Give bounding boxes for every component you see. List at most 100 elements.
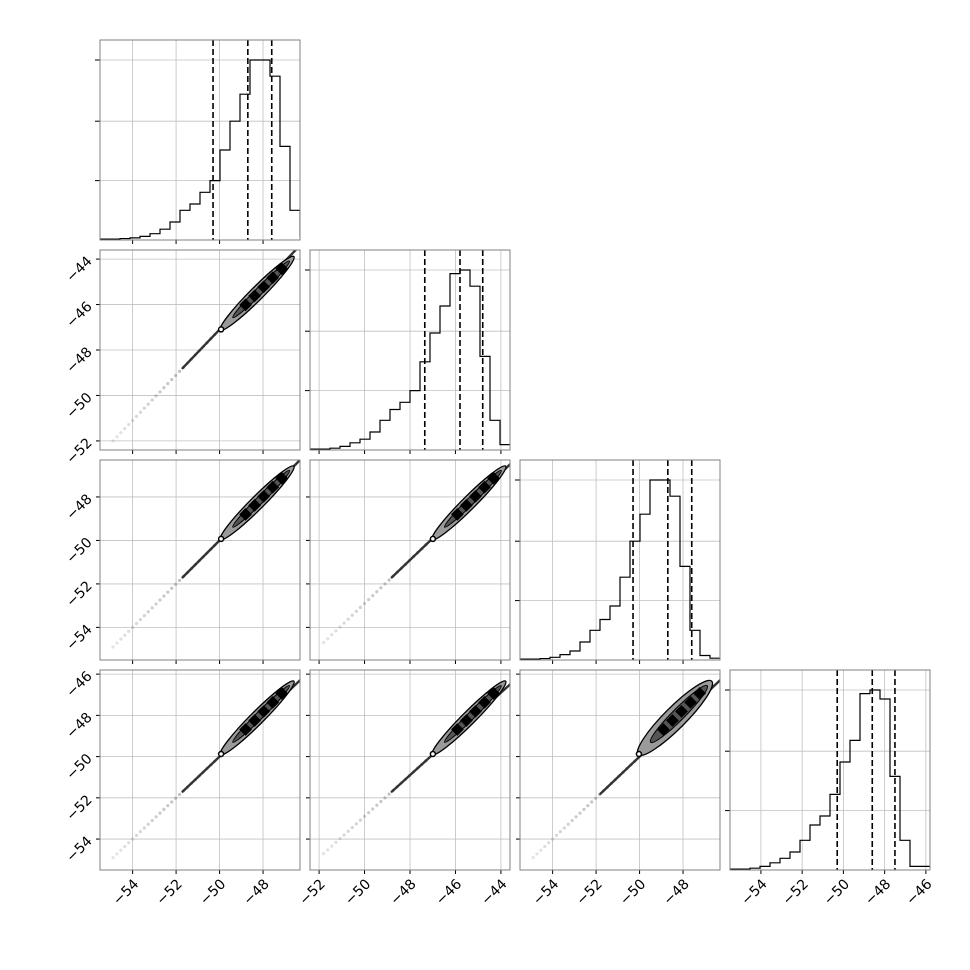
scatter-point	[371, 594, 375, 598]
scatter-point	[375, 590, 379, 594]
contour-blob	[248, 289, 261, 303]
scatter-point	[174, 582, 178, 586]
scatter-point	[119, 431, 123, 435]
scatter-point	[170, 377, 174, 382]
scatter-point	[123, 427, 127, 431]
scatter-point	[326, 637, 330, 641]
scatter-point	[539, 848, 543, 852]
scatter-point	[551, 837, 555, 841]
x-tick-label: −52	[154, 876, 186, 908]
scatter-point	[154, 602, 158, 606]
scatter-point	[162, 807, 166, 811]
scatter-point	[142, 826, 146, 830]
scatter-point	[379, 799, 383, 804]
x-tick-label: −52	[297, 876, 329, 908]
x-tick-label: −52	[780, 876, 812, 908]
scatter-point	[127, 422, 131, 427]
panel-frame	[99, 249, 301, 451]
contour-marker	[635, 750, 643, 758]
contour-marker	[217, 535, 225, 543]
histogram-panel-0	[95, 39, 301, 244]
contour-blob	[266, 271, 280, 285]
scatter-point	[387, 792, 391, 796]
panel-frame	[99, 669, 301, 871]
contour-blob	[239, 298, 252, 312]
scatter-panel-3-2	[516, 669, 721, 874]
scatter-point	[334, 629, 338, 633]
x-tick-label: −50	[821, 876, 853, 908]
y-tick-label: −52	[63, 435, 95, 467]
y-tick-label: −52	[63, 578, 95, 610]
scatter-panel-3-0	[96, 669, 301, 874]
scatter-point	[150, 818, 154, 823]
scatter-point	[158, 390, 162, 394]
scatter-point	[131, 418, 135, 423]
scatter-point	[150, 606, 154, 610]
scatter-point	[131, 625, 135, 629]
contour-blob	[275, 471, 289, 485]
scatter-point	[166, 804, 170, 808]
x-tick-label: −54	[110, 876, 142, 908]
histogram-step-line	[100, 59, 300, 240]
y-tick-label: −54	[63, 622, 95, 654]
scatter-point	[146, 822, 150, 826]
x-tick-label: −50	[617, 876, 649, 908]
scatter-point	[162, 386, 166, 390]
scatter-point	[170, 586, 174, 590]
panel-frame	[519, 459, 721, 661]
scatter-point	[371, 807, 375, 811]
x-tick-label: −48	[862, 876, 894, 908]
x-tick-label: −48	[387, 876, 419, 908]
panel-frame	[309, 249, 511, 451]
scatter-point	[166, 382, 170, 386]
scatter-point	[346, 617, 350, 621]
scatter-point	[362, 814, 367, 818]
x-tick-label: −54	[530, 876, 562, 908]
scatter-point	[158, 811, 162, 815]
scatter-point	[342, 621, 346, 625]
contour-blob	[478, 480, 491, 494]
x-tick-label: −48	[240, 876, 272, 908]
x-tick-label: −50	[197, 876, 229, 908]
scatter-point	[362, 601, 367, 606]
panel-content	[100, 460, 300, 660]
scatter-point	[174, 796, 178, 800]
scatter-point	[582, 807, 586, 811]
scatter-point	[127, 841, 131, 845]
scatter-point	[322, 851, 326, 856]
scatter-point	[150, 398, 154, 402]
y-tick-label: −52	[63, 792, 95, 824]
panel-content	[100, 670, 300, 870]
y-tick-label: −48	[63, 344, 95, 376]
contour-blob	[257, 489, 271, 503]
scatter-point	[177, 792, 182, 797]
scatter-point	[535, 852, 539, 856]
scatter-point	[131, 837, 135, 841]
scatter-point	[379, 586, 383, 590]
panel-content	[100, 250, 300, 450]
scatter-point	[354, 609, 358, 613]
panel-frame	[519, 669, 721, 871]
contour-marker	[217, 750, 225, 758]
y-tick-label: −50	[63, 751, 95, 783]
scatter-point	[531, 856, 535, 860]
scatter-point	[123, 844, 127, 849]
y-tick-label: −50	[63, 390, 95, 422]
scatter-panel-2-1	[306, 459, 511, 664]
scatter-point	[138, 617, 143, 622]
y-tick-label: −50	[63, 535, 95, 567]
scatter-point	[142, 614, 146, 618]
contour-blob	[487, 471, 500, 485]
scatter-point	[115, 852, 119, 856]
scatter-point	[570, 818, 574, 823]
histogram-step-line	[520, 479, 720, 660]
x-tick-label: −50	[342, 876, 374, 908]
scatter-point	[146, 402, 150, 406]
scatter-point	[177, 578, 182, 583]
x-tick-label: −46	[433, 876, 465, 908]
scatter-point	[354, 822, 358, 826]
histogram-step-line	[730, 689, 930, 870]
scatter-point	[134, 621, 139, 626]
panel-content	[520, 670, 720, 870]
scatter-point	[383, 796, 387, 800]
